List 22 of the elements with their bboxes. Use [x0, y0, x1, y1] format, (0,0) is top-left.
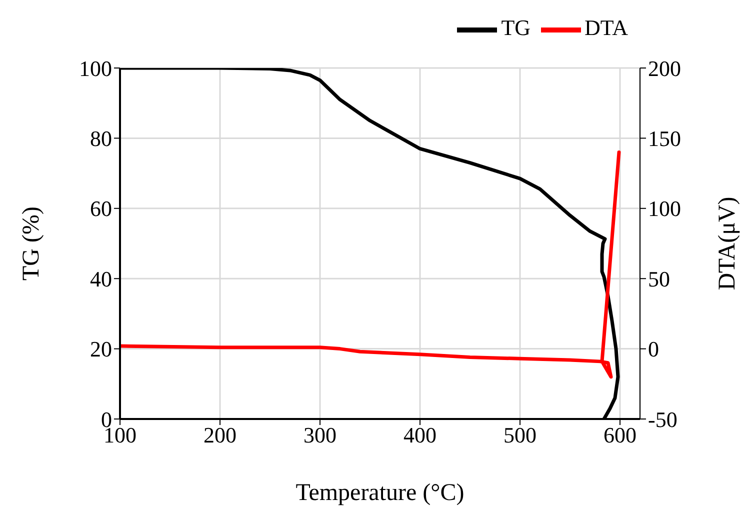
legend-label: TG [501, 15, 531, 40]
y2-tick-label: 0 [648, 336, 659, 362]
y2-tick-label: -50 [648, 406, 678, 432]
x-tick-label: 300 [304, 422, 336, 448]
y2-axis-title: DTA(μV) [714, 196, 741, 290]
x-tick-label: 600 [604, 422, 636, 448]
y-tick-label: 80 [90, 126, 112, 152]
x-axis-title: Temperature (°C) [296, 480, 464, 506]
line-series [120, 150, 621, 379]
y2-tick-label: 200 [648, 56, 681, 81]
x-tick-label: 400 [404, 422, 436, 448]
y2-tick-label: 150 [648, 126, 681, 152]
y-tick-label: 60 [90, 196, 112, 222]
y-tick-label: 40 [90, 266, 112, 292]
y-tick-label: 100 [79, 56, 112, 81]
x-tick-label: 200 [204, 422, 236, 448]
y-tick-label: 20 [90, 336, 112, 362]
y-axis-title: TG (%) [18, 206, 45, 280]
y2-tick-label: 50 [648, 266, 670, 292]
y2-tick-label: 100 [648, 196, 681, 222]
legend-label: DTA [584, 15, 628, 40]
x-tick-label: 500 [504, 422, 536, 448]
